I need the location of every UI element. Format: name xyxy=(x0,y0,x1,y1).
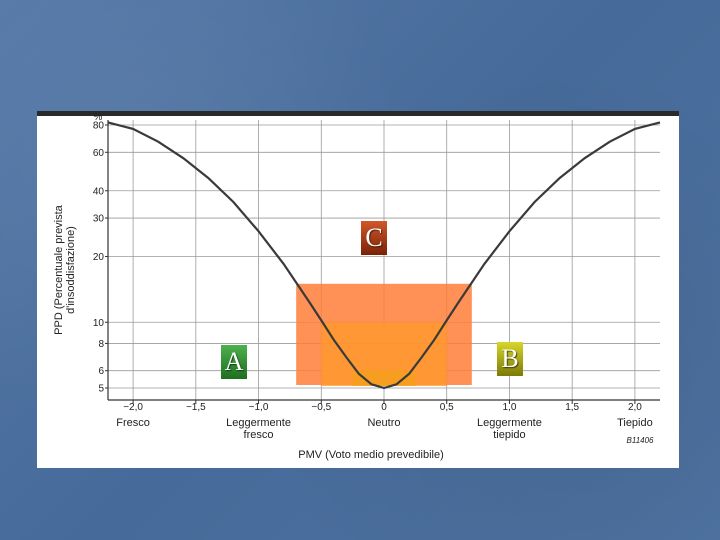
y-tick-label: 8 xyxy=(98,339,104,350)
y-axis-title: PPD (Percentuale previstad'insoddisfazio… xyxy=(53,204,77,334)
zone-label-c: C xyxy=(361,221,387,255)
y-tick-label: 5 xyxy=(98,384,104,395)
x-tick-label: 2,0 xyxy=(628,402,642,413)
x-tick-label: 1,5 xyxy=(565,402,579,413)
category-label: Tiepido xyxy=(617,417,653,429)
x-tick-label: −1,5 xyxy=(186,402,206,413)
y-tick-label: 30 xyxy=(93,214,105,225)
x-tick-label: 1,0 xyxy=(503,402,517,413)
x-tick-label: 0 xyxy=(381,402,387,413)
x-tick-label: −0,5 xyxy=(311,402,331,413)
x-axis-title: PMV (Voto medio prevedibile) xyxy=(298,449,444,461)
comfort-zone-a xyxy=(352,370,416,386)
chart-top-shadow xyxy=(37,111,679,116)
x-tick-label: −1,0 xyxy=(249,402,269,413)
y-tick-label: 80 xyxy=(93,121,105,132)
axis-labels: PPD (Percentuale previstad'insoddisfazio… xyxy=(53,112,654,461)
ppd-series-line xyxy=(107,121,661,390)
category-label: Neutro xyxy=(367,417,400,429)
y-tick-label: 20 xyxy=(93,252,105,263)
y-tick-label: 60 xyxy=(93,148,105,159)
comfort-zones xyxy=(296,283,472,386)
figure-code: B11406 xyxy=(627,436,655,445)
x-tick-label: 0,5 xyxy=(440,402,454,413)
category-label: Fresco xyxy=(116,417,150,429)
y-tick-label: 6 xyxy=(98,366,104,377)
zone-label-a: A xyxy=(221,345,247,379)
category-label: Leggermente fresco xyxy=(226,417,291,441)
ppd-curve xyxy=(107,121,661,390)
y-tick-label: 10 xyxy=(93,318,105,329)
axes: 80 60 40 30 20 10 8 6 5 −2,0 −1,5 −1,0 −0,5 0 0,5 1,0 1,… xyxy=(93,120,660,441)
y-axis-unit: % xyxy=(94,112,103,123)
category-label: Leggermente tiepido xyxy=(477,417,542,441)
y-tick-label: 40 xyxy=(93,186,105,197)
x-tick-label: −2,0 xyxy=(123,402,143,413)
zone-label-b: B xyxy=(497,342,523,376)
